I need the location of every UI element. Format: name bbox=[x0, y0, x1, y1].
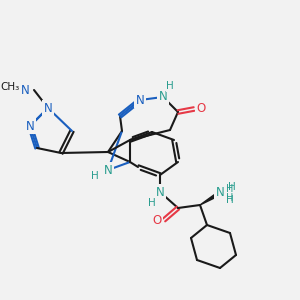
Text: N: N bbox=[26, 119, 34, 133]
Text: O: O bbox=[196, 103, 206, 116]
Text: N: N bbox=[216, 187, 224, 200]
Text: H: H bbox=[166, 81, 174, 91]
Text: H: H bbox=[91, 171, 99, 181]
Text: N: N bbox=[44, 101, 52, 115]
Text: H: H bbox=[148, 198, 156, 208]
Text: N: N bbox=[156, 185, 164, 199]
Text: N: N bbox=[136, 94, 144, 106]
Text: CH₃: CH₃ bbox=[1, 82, 20, 92]
Text: O: O bbox=[152, 214, 162, 226]
Text: H: H bbox=[226, 184, 234, 194]
Text: N: N bbox=[21, 83, 30, 97]
Text: N: N bbox=[159, 91, 167, 103]
Text: N: N bbox=[103, 164, 112, 176]
Text: H: H bbox=[226, 193, 234, 203]
Text: H: H bbox=[228, 182, 236, 192]
Polygon shape bbox=[200, 191, 221, 205]
Text: H: H bbox=[226, 195, 234, 205]
